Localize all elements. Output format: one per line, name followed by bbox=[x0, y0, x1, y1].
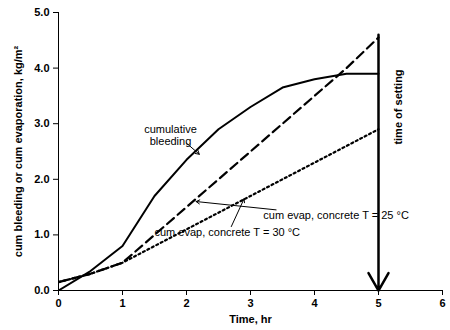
svg-text:4: 4 bbox=[311, 297, 318, 309]
svg-text:Time, hr: Time, hr bbox=[229, 313, 272, 325]
svg-text:3.0: 3.0 bbox=[34, 117, 49, 129]
svg-text:4.0: 4.0 bbox=[34, 62, 49, 74]
svg-text:2: 2 bbox=[183, 297, 189, 309]
svg-text:2.0: 2.0 bbox=[34, 173, 49, 185]
svg-text:3: 3 bbox=[247, 297, 253, 309]
svg-text:time of setting: time of setting bbox=[392, 69, 404, 144]
svg-text:5: 5 bbox=[375, 297, 381, 309]
svg-text:0: 0 bbox=[55, 297, 61, 309]
svg-text:cum evap, concrete T = 25 °C: cum evap, concrete T = 25 °C bbox=[263, 209, 409, 221]
svg-text:cumulativebleeding: cumulativebleeding bbox=[144, 123, 197, 147]
svg-text:1: 1 bbox=[119, 297, 125, 309]
svg-text:1.0: 1.0 bbox=[34, 228, 49, 240]
svg-text:0.0: 0.0 bbox=[34, 284, 49, 296]
svg-text:6: 6 bbox=[439, 297, 445, 309]
svg-text:5.0: 5.0 bbox=[34, 6, 49, 18]
svg-text:cum bleeding or cum evaporatio: cum bleeding or cum evaporation, kg/m² bbox=[12, 45, 24, 257]
svg-text:cum evap, concrete T = 30 °C: cum evap, concrete T = 30 °C bbox=[155, 226, 301, 238]
